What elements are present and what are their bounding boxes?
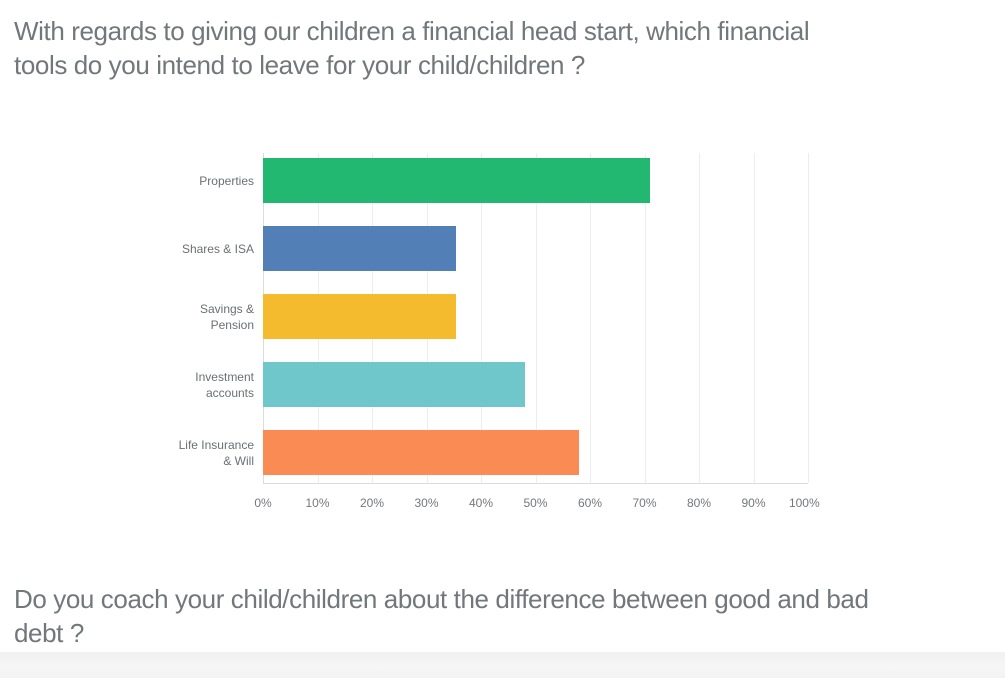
question-2-line-2: debt ?	[14, 618, 84, 648]
category-label: Shares & ISA	[0, 226, 254, 271]
category-label-line: Savings &	[199, 301, 254, 316]
x-tick-label: 100%	[788, 496, 820, 510]
category-label-line: Life Insurance	[178, 437, 254, 452]
category-label-line: & Will	[223, 453, 254, 468]
gridline	[590, 153, 591, 483]
x-tick-label: 60%	[577, 496, 603, 510]
x-tick-label: 70%	[632, 496, 657, 510]
category-label: Savings & Pension	[0, 294, 254, 339]
x-tick-label: 90%	[741, 496, 766, 510]
x-tick-label: 30%	[414, 496, 439, 510]
category-axis: Properties Shares & ISA Savings & Pension In…	[0, 153, 254, 483]
category-label: Life Insurance & Will	[0, 430, 254, 475]
next-section-band	[0, 652, 1005, 678]
question-2-line-1: Do you coach your child/children about t…	[14, 584, 869, 614]
x-tick-label: 10%	[305, 496, 330, 510]
gridline	[644, 153, 646, 483]
x-tick-label: 80%	[686, 496, 712, 510]
gridline	[808, 153, 809, 483]
gridline	[699, 153, 700, 483]
x-axis-tick-labels: 0% 10% 20% 30% 40% 50% 60% 70% 80% 90% 100%	[254, 496, 819, 512]
x-tick-label: 40%	[468, 496, 494, 510]
gridline	[535, 153, 537, 483]
category-label-line: Pension	[210, 317, 254, 332]
question-1-title: With regards to giving our children a fi…	[14, 14, 810, 82]
category-label-line: Properties	[199, 173, 254, 188]
bar-investment-accounts[interactable]	[263, 362, 525, 407]
x-tick-label: 20%	[359, 496, 385, 510]
x-tick-label: 0%	[254, 496, 272, 510]
category-label: Properties	[0, 158, 254, 203]
category-label-line: Investment	[195, 369, 254, 384]
question-1-line-1: With regards to giving our children a fi…	[14, 16, 810, 46]
question-1-line-2: tools do you intend to leave for your ch…	[14, 50, 585, 80]
bar-savings-pension[interactable]	[263, 294, 457, 339]
category-label-line: Shares & ISA	[181, 241, 254, 256]
bar-properties[interactable]	[263, 158, 650, 203]
bar-shares-isa[interactable]	[263, 226, 457, 271]
gridline	[481, 153, 482, 483]
gridline	[753, 153, 755, 483]
bar-life-insurance-will[interactable]	[263, 430, 580, 475]
chart-plot-area	[263, 153, 809, 484]
category-label: Investment accounts	[0, 362, 254, 407]
question-2-title: Do you coach your child/children about t…	[14, 582, 869, 650]
category-label-line: accounts	[205, 385, 254, 400]
x-tick-label: 50%	[523, 496, 548, 510]
